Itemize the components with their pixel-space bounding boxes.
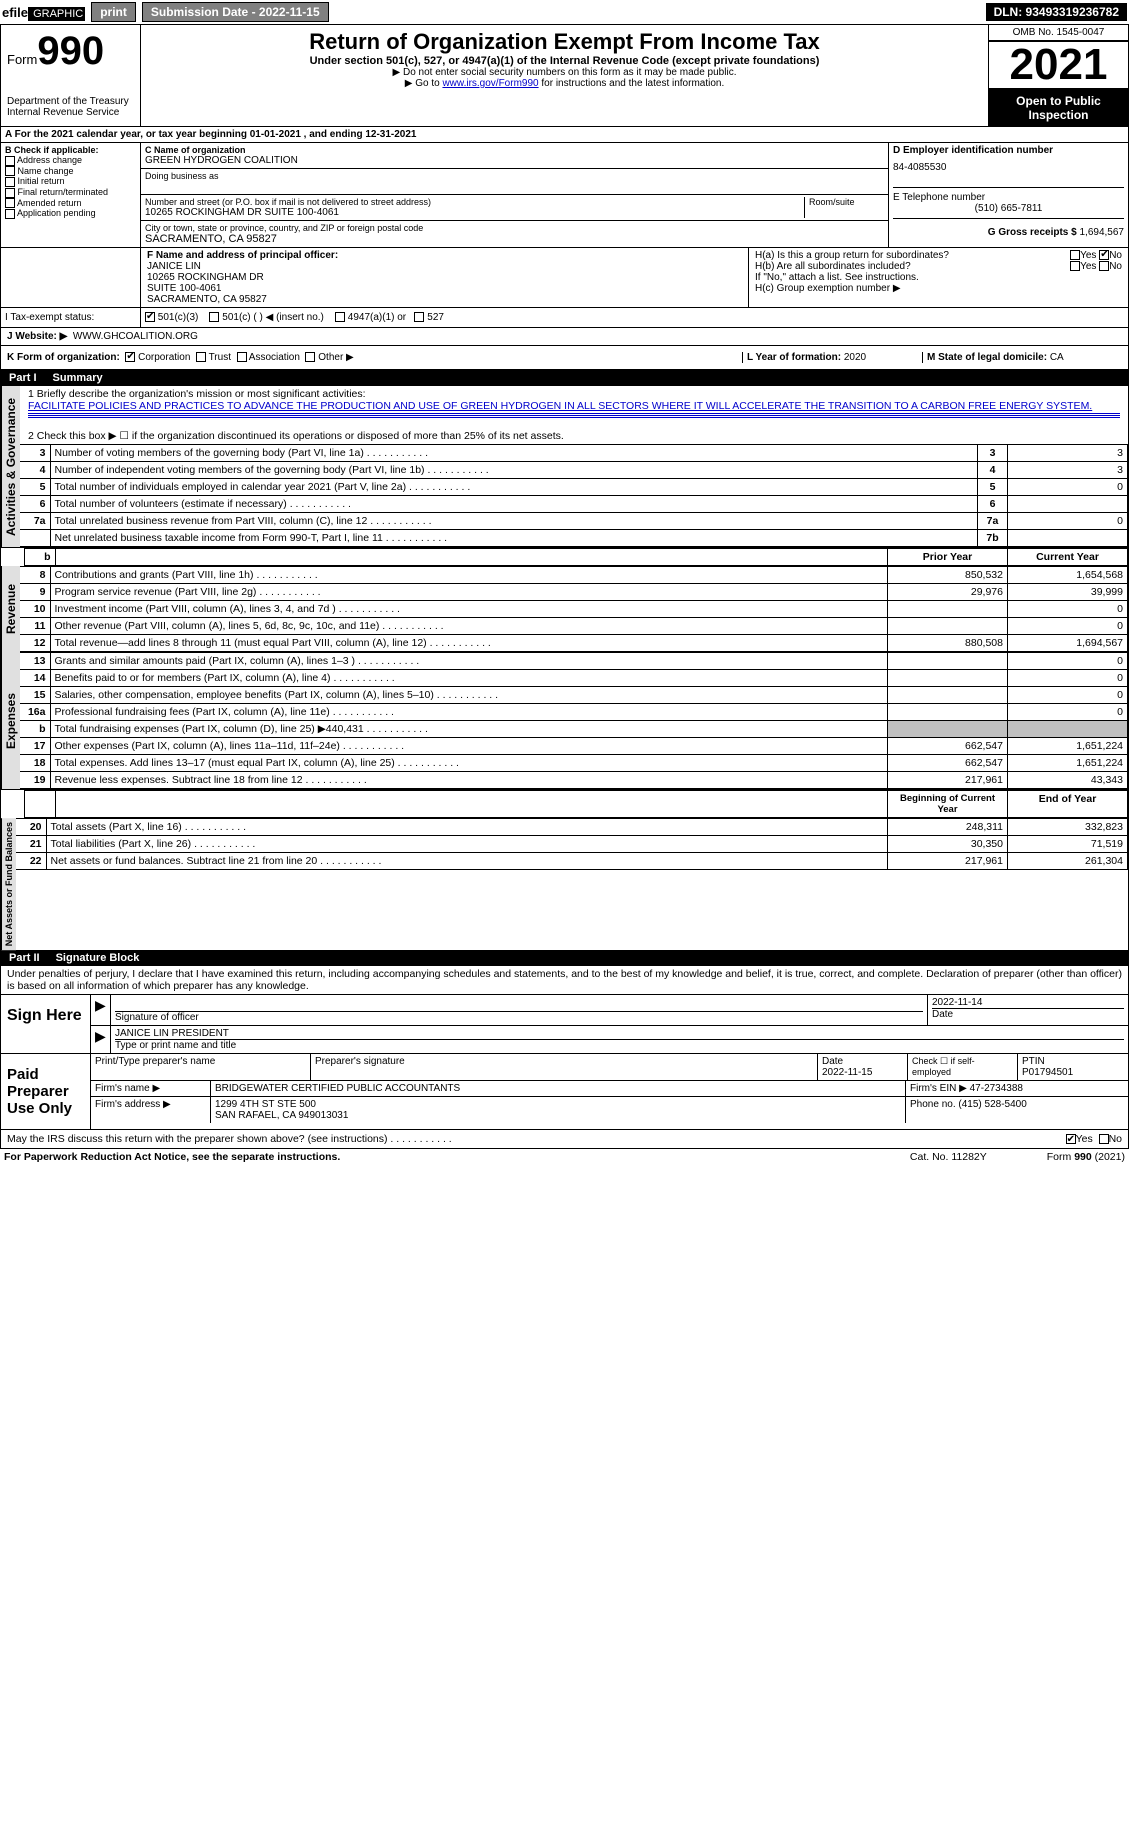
netassets-table: 20 Total assets (Part X, line 16) 248,31… [16,818,1128,870]
expenses-table: 13 Grants and similar amounts paid (Part… [20,652,1128,789]
part-ii-header: Part IISignature Block [1,950,1128,966]
ein-phone: D Employer identification number 84-4085… [888,143,1128,247]
form-header: Form990 Department of the Treasury Inter… [1,25,1128,127]
form-note2: ▶ Go to www.irs.gov/Form990 for instruct… [145,78,984,89]
mission-text[interactable]: FACILITATE POLICIES AND PRACTICES TO ADV… [28,400,1092,412]
form-note1: ▶ Do not enter social security numbers o… [145,67,984,78]
footer-catno: Cat. No. 11282Y [910,1151,987,1163]
form-subtitle: Under section 501(c), 527, or 4947(a)(1)… [145,55,984,67]
expenses-label: Expenses [1,652,20,789]
paid-preparer-label: Paid Preparer Use Only [1,1054,91,1129]
phone: (510) 665-7811 [893,203,1124,214]
dept-label: Department of the Treasury [7,96,134,107]
officer-typed-name: JANICE LIN PRESIDENT [115,1028,1124,1039]
section-j: J Website: ▶ WWW.GHCOALITION.ORG [1,328,1128,346]
revenue-label: Revenue [1,566,20,652]
period-line: A For the 2021 calendar year, or tax yea… [1,127,1128,143]
print-button[interactable]: print [91,2,136,22]
instructions-link[interactable]: www.irs.gov/Form990 [442,78,538,89]
revenue-table: 8 Contributions and grants (Part VIII, l… [20,566,1128,652]
year-header-row: b Prior Year Current Year [25,548,1128,566]
tax-year: 2021 [989,40,1128,90]
org-name: GREEN HYDROGEN COALITION [145,155,884,166]
page-footer: For Paperwork Reduction Act Notice, see … [0,1149,1129,1165]
governance-table: 3 Number of voting members of the govern… [20,444,1128,547]
footer-left: For Paperwork Reduction Act Notice, see … [4,1151,340,1163]
form-title: Return of Organization Exempt From Incom… [145,29,984,55]
gross-receipts: 1,694,567 [1080,227,1125,238]
city-address: SACRAMENTO, CA 95827 [145,233,884,245]
summary-section: Activities & Governance 1 Briefly descri… [1,386,1128,547]
header-mid: Return of Organization Exempt From Incom… [141,25,988,126]
check-applicable: B Check if applicable: Address change Na… [1,143,141,247]
sign-here-section: Sign Here ▶ Signature of officer 2022-11… [1,994,1128,1053]
section-f-h: F Name and address of principal officer:… [1,248,1128,308]
section-i: I Tax-exempt status: 501(c)(3) 501(c) ( … [1,308,1128,328]
efile-label: efile GRAPHIC [2,5,85,20]
header-right: OMB No. 1545-0047 2021 Open to Public In… [988,25,1128,126]
top-bar: efile GRAPHIC print Submission Date - 20… [0,0,1129,24]
irs-label: Internal Revenue Service [7,107,134,118]
street-address: 10265 ROCKINGHAM DR SUITE 100-4061 [145,207,804,218]
form-number: 990 [37,29,104,73]
section-k: K Form of organization: Corporation Trus… [1,346,1128,370]
form-page: Form990 Department of the Treasury Inter… [0,24,1129,1149]
header-left: Form990 Department of the Treasury Inter… [1,25,141,126]
dln-label: DLN: 93493319236782 [986,3,1127,21]
officer-name: JANICE LIN [147,261,742,272]
netassets-label: Net Assets or Fund Balances [1,818,16,950]
declaration-text: Under penalties of perjury, I declare th… [1,966,1128,994]
submission-date-button[interactable]: Submission Date - 2022-11-15 [142,2,329,22]
part-i-header: Part ISummary [1,370,1128,386]
footer-right: Form 990 (2021) [1047,1151,1125,1163]
omb-label: OMB No. 1545-0047 [989,25,1128,40]
website-url: WWW.GHCOALITION.ORG [73,331,198,342]
sign-here-label: Sign Here [1,995,91,1053]
mission-block: 1 Briefly describe the organization's mi… [20,386,1128,444]
section-b: B Check if applicable: Address change Na… [1,143,1128,248]
form-label: Form [7,52,37,67]
inspection-label: Open to Public Inspection [989,90,1128,126]
org-info: C Name of organization GREEN HYDROGEN CO… [141,143,888,247]
governance-label: Activities & Governance [1,386,20,547]
ein: 84-4085530 [893,156,1124,179]
discuss-row: May the IRS discuss this return with the… [1,1129,1128,1148]
paid-preparer-section: Paid Preparer Use Only Print/Type prepar… [1,1053,1128,1129]
firm-name: BRIDGEWATER CERTIFIED PUBLIC ACCOUNTANTS [211,1081,906,1096]
